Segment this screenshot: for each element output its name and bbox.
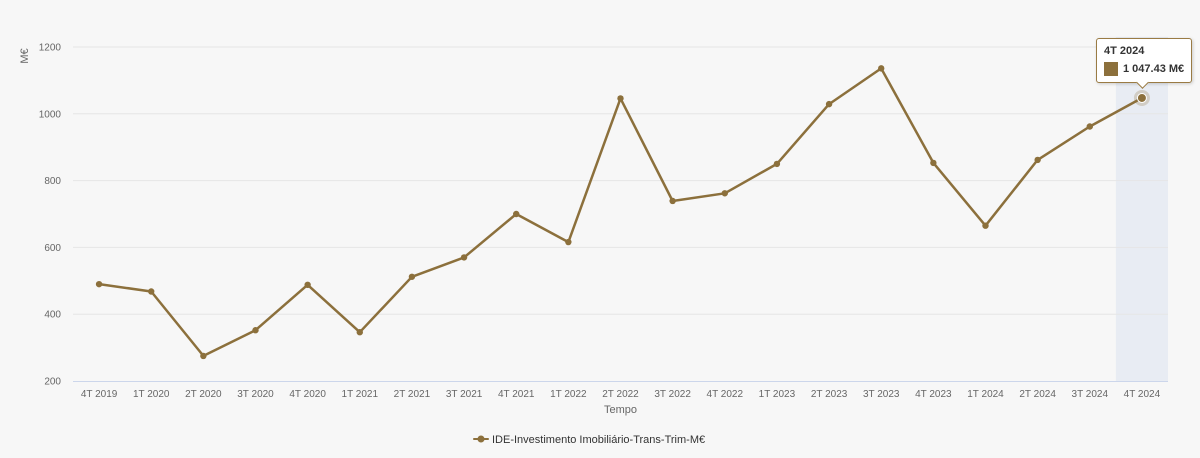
series (95, 65, 1150, 360)
series-line (97, 67, 1144, 358)
x-tick-label: 4T 2023 (915, 389, 952, 400)
x-tick-label: 3T 2024 (1072, 389, 1109, 400)
y-tick-label: 200 (44, 377, 61, 388)
legend-label[interactable]: IDE-Investimento Imobiliário-Trans-Trim-… (492, 434, 705, 446)
legend-point-marker (477, 435, 485, 443)
data-point[interactable] (617, 95, 624, 102)
x-tick-label: 1T 2020 (133, 389, 170, 400)
x-axis-title: Tempo (604, 404, 637, 416)
data-point[interactable] (252, 327, 259, 334)
x-axis: 4T 2019 1T 2020 2T 2020 3T 2020 4T 2020 1T 20… (81, 389, 1161, 400)
highlight-band (1115, 37, 1168, 381)
data-point[interactable] (773, 160, 781, 168)
data-point[interactable] (200, 352, 207, 360)
x-tick-label: 4T 2021 (498, 389, 535, 400)
x-tick-label: 1T 2023 (759, 389, 796, 400)
data-point[interactable] (148, 288, 155, 295)
data-point[interactable] (669, 197, 676, 205)
grid (73, 46, 1168, 315)
y-axis-title: M€ (19, 48, 31, 63)
y-tick-label: 800 (44, 176, 61, 187)
x-tick-label: 2T 2023 (811, 389, 848, 400)
x-tick-label: 3T 2023 (863, 389, 900, 400)
x-tick-label: 3T 2021 (446, 389, 483, 400)
x-tick-label: 2T 2021 (394, 389, 431, 400)
y-tick-label: 1200 (39, 43, 62, 54)
data-point[interactable] (1136, 92, 1147, 103)
y-tick-label: 600 (44, 243, 61, 254)
data-point[interactable] (878, 65, 885, 72)
data-point[interactable] (930, 159, 937, 167)
x-tick-label: 4T 2022 (707, 389, 744, 400)
x-tick-label: 1T 2022 (550, 389, 587, 400)
data-point[interactable] (513, 210, 520, 218)
data-point[interactable] (460, 254, 468, 261)
x-tick-label: 2T 2022 (602, 389, 639, 400)
y-tick-label: 1000 (39, 109, 62, 120)
x-tick-label: 4T 2024 (1124, 389, 1161, 400)
x-tick-label: 2T 2024 (1019, 389, 1056, 400)
x-tick-label: 3T 2022 (654, 389, 691, 400)
data-point[interactable] (1086, 123, 1093, 130)
data-point[interactable] (304, 281, 311, 289)
data-point[interactable] (408, 273, 416, 280)
x-tick-label: 3T 2020 (237, 389, 274, 400)
legend[interactable]: IDE-Investimento Imobiliário-Trans-Trim-… (473, 434, 705, 446)
data-point[interactable] (825, 100, 833, 108)
x-tick-label: 4T 2020 (289, 389, 326, 400)
x-tick-label: 1T 2021 (342, 389, 379, 400)
y-tick-label: 400 (44, 310, 61, 321)
x-tick-label: 2T 2020 (185, 389, 222, 400)
data-point[interactable] (721, 190, 728, 197)
data-point[interactable] (982, 222, 989, 229)
data-point[interactable] (1034, 156, 1041, 164)
data-point[interactable] (95, 280, 103, 288)
data-point[interactable] (356, 329, 363, 336)
data-point[interactable] (565, 238, 572, 246)
x-tick-label: 1T 2024 (967, 389, 1004, 400)
y-axis: 200 400 600 800 1000 1200 (39, 43, 62, 388)
x-tick-label: 4T 2019 (81, 389, 118, 400)
